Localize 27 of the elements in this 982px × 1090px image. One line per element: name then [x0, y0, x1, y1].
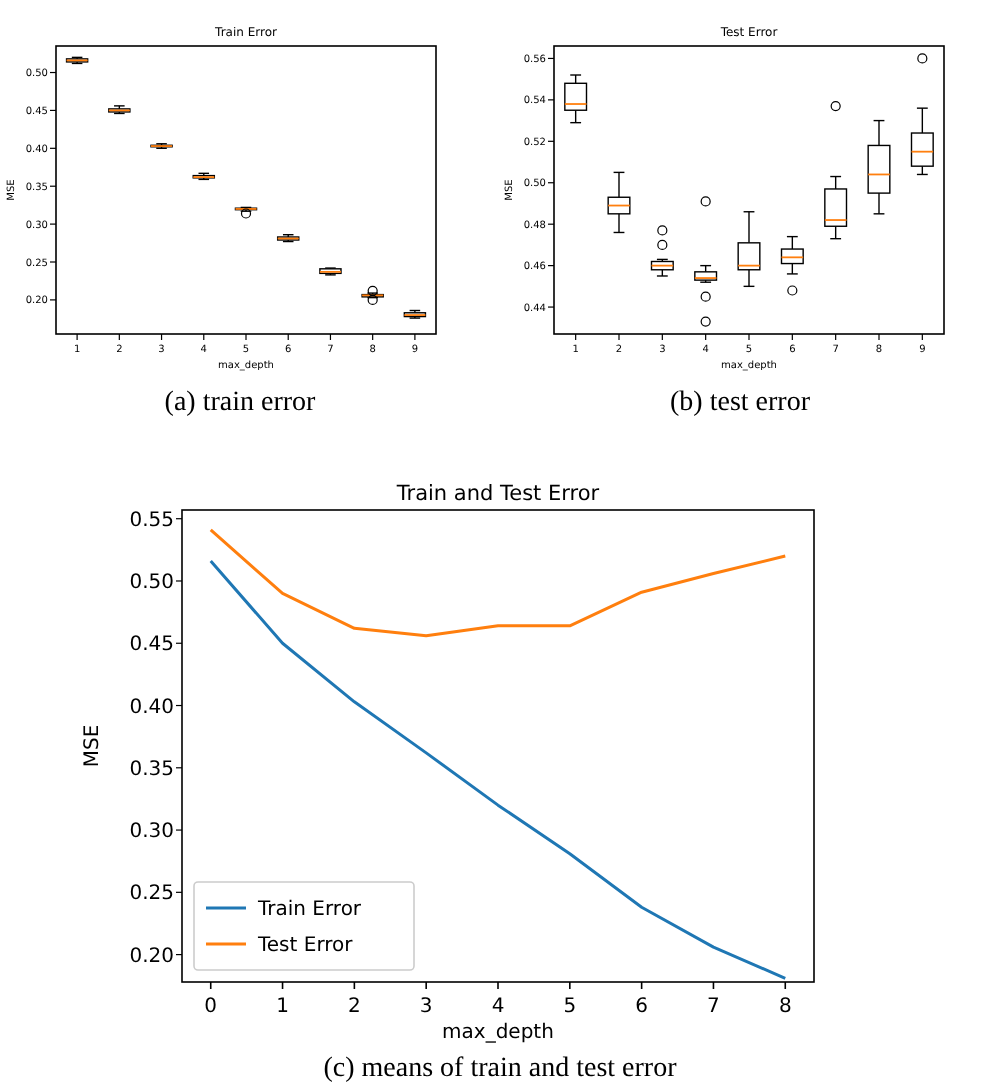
x-tick-label: 3	[419, 996, 433, 1018]
text: (a) train error	[164, 388, 317, 418]
y-axis-title: MSE	[82, 724, 104, 768]
x-tick-label: 0	[204, 996, 218, 1018]
y-tick-label: 0.25	[129, 883, 174, 906]
chart-title: Train and Test Error	[394, 482, 601, 506]
x-tick-label: 2	[347, 996, 361, 1018]
x-axis-title: max_depth	[442, 1022, 554, 1044]
y-tick-label: 0.30	[129, 821, 174, 844]
y-tick-label: 0.45	[129, 634, 174, 657]
y-tick-label: 0.40	[129, 696, 174, 719]
x-tick-label: 5	[563, 996, 577, 1018]
line-series	[209, 559, 787, 980]
x-tick-label: 7	[707, 996, 720, 1018]
x-tick-label: 6	[635, 996, 649, 1018]
y-tick-label: 0.50	[129, 571, 174, 594]
legend-label: Test Error	[256, 935, 355, 957]
x-tick-label: 4	[491, 996, 505, 1018]
y-tick-label: 0.55	[129, 509, 174, 532]
line-series	[209, 528, 787, 638]
y-tick-label: 0.35	[129, 758, 174, 781]
x-tick-label: 1	[276, 996, 289, 1018]
text: (c) means of train and test error	[323, 1054, 678, 1084]
x-tick-label: 8	[778, 996, 792, 1018]
text: (b) test error	[670, 388, 811, 418]
y-tick-label: 0.20	[129, 945, 174, 968]
legend-label: Train Error	[256, 899, 363, 921]
